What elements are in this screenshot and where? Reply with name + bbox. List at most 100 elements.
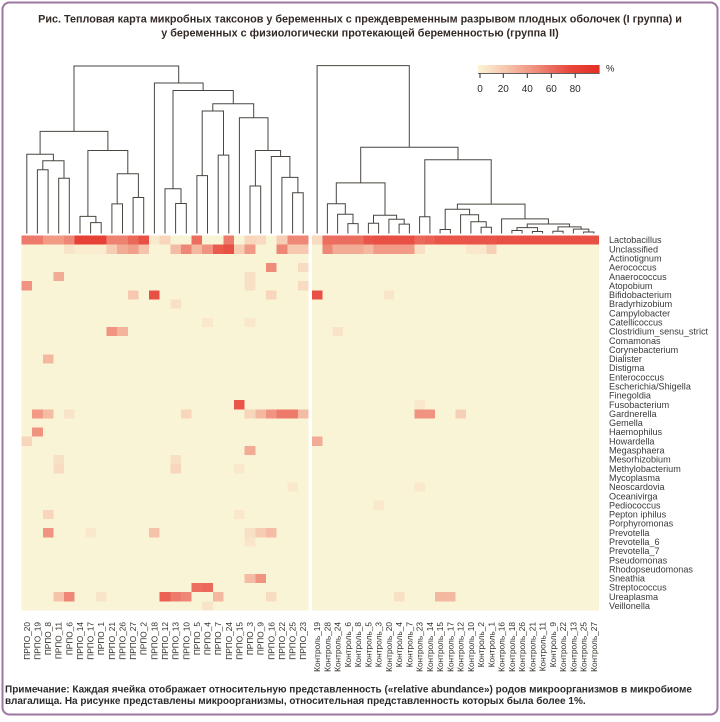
- svg-text:влагалища. На рисунке представ: влагалища. На рисунке представлены микро…: [5, 695, 586, 707]
- svg-text:Catellicoccus: Catellicoccus: [609, 318, 663, 328]
- svg-text:ПРПО_13: ПРПО_13: [171, 622, 181, 660]
- svg-text:Actinotignum: Actinotignum: [609, 254, 662, 264]
- svg-text:Campylobacter: Campylobacter: [609, 308, 670, 318]
- svg-text:Rhodopseudomonas: Rhodopseudomonas: [609, 564, 693, 574]
- svg-text:Sneathia: Sneathia: [609, 574, 646, 584]
- svg-text:Clostridium_sensu_strict: Clostridium_sensu_strict: [609, 327, 709, 337]
- svg-text:ПРПО_3: ПРПО_3: [245, 622, 255, 656]
- svg-text:Prevotella_7: Prevotella_7: [609, 546, 660, 556]
- svg-text:ПРПО_9: ПРПО_9: [256, 622, 266, 656]
- svg-text:Gemella: Gemella: [609, 418, 644, 428]
- svg-text:ПРПО_4: ПРПО_4: [203, 622, 213, 656]
- svg-text:Mesorhizobium: Mesorhizobium: [609, 455, 671, 465]
- svg-text:Контроль_15: Контроль_15: [435, 622, 445, 672]
- svg-text:Контроль_2: Контроль_2: [476, 622, 486, 668]
- svg-text:80: 80: [570, 84, 582, 95]
- svg-text:Prevotella: Prevotella: [609, 528, 650, 538]
- svg-text:Veillonella: Veillonella: [609, 601, 651, 611]
- svg-text:ПРПО_15: ПРПО_15: [234, 622, 244, 660]
- svg-text:ПРПО_27: ПРПО_27: [128, 622, 138, 660]
- svg-text:40: 40: [522, 84, 534, 95]
- svg-text:Aerococcus: Aerococcus: [609, 263, 657, 273]
- svg-text:Контроль_17: Контроль_17: [445, 622, 455, 672]
- svg-text:Контроль_3: Контроль_3: [374, 622, 384, 668]
- svg-text:ПРПО_7: ПРПО_7: [213, 622, 223, 656]
- svg-text:Контроль_21: Контроль_21: [527, 622, 537, 672]
- svg-text:ПРПО_12: ПРПО_12: [160, 622, 170, 660]
- svg-text:Finegoldia: Finegoldia: [609, 391, 652, 401]
- svg-text:Контроль_4: Контроль_4: [394, 622, 404, 668]
- svg-text:ПРПО_23: ПРПО_23: [298, 622, 308, 660]
- svg-text:Контроль_8: Контроль_8: [353, 622, 363, 668]
- svg-text:Neoscardovia: Neoscardovia: [609, 482, 666, 492]
- svg-text:Prevotella_6: Prevotella_6: [609, 537, 660, 547]
- svg-text:Bradyrhizobium: Bradyrhizobium: [609, 299, 672, 309]
- svg-text:Distigma: Distigma: [609, 363, 645, 373]
- svg-text:ПРПО_26: ПРПО_26: [118, 622, 128, 660]
- svg-text:ПРПО_20: ПРПО_20: [22, 622, 32, 660]
- svg-text:Контроль_26: Контроль_26: [517, 622, 527, 672]
- svg-text:Контроль_18: Контроль_18: [507, 622, 517, 672]
- svg-text:Pepton iphilus: Pepton iphilus: [609, 510, 667, 520]
- svg-text:Контроль_12: Контроль_12: [456, 622, 466, 672]
- svg-text:ПРПО_2: ПРПО_2: [139, 622, 149, 656]
- svg-text:Unclassified: Unclassified: [609, 244, 658, 254]
- svg-text:ПРПО_14: ПРПО_14: [75, 622, 85, 660]
- svg-text:Streptococcus: Streptococcus: [609, 583, 667, 593]
- svg-text:Контроль_28: Контроль_28: [322, 622, 332, 672]
- svg-text:Oceanivirga: Oceanivirga: [609, 491, 658, 501]
- svg-text:%: %: [606, 64, 615, 75]
- svg-text:ПРПО_16: ПРПО_16: [266, 622, 276, 660]
- svg-text:ПРПО_5: ПРПО_5: [192, 622, 202, 656]
- svg-text:ПРПО_18: ПРПО_18: [149, 622, 159, 660]
- svg-text:Контроль_25: Контроль_25: [579, 622, 589, 672]
- svg-text:Porphyromonas: Porphyromonas: [609, 519, 674, 529]
- svg-text:Megasphaera: Megasphaera: [609, 446, 666, 456]
- svg-text:Контроль_10: Контроль_10: [466, 622, 476, 672]
- svg-text:Anaerococcus: Anaerococcus: [609, 272, 667, 282]
- svg-text:ПРПО_8: ПРПО_8: [43, 622, 53, 656]
- svg-text:Контроль_27: Контроль_27: [589, 622, 599, 672]
- svg-text:Methylobacterium: Methylobacterium: [609, 464, 681, 474]
- svg-text:у беременных с физиологически: у беременных с физиологически протекающе…: [161, 28, 559, 40]
- svg-text:Контроль_5: Контроль_5: [363, 622, 373, 668]
- svg-text:Escherichia/Shigella: Escherichia/Shigella: [609, 382, 692, 392]
- svg-text:Howardella: Howardella: [609, 436, 655, 446]
- svg-text:Comamonas: Comamonas: [609, 336, 661, 346]
- svg-text:Контроль_6: Контроль_6: [343, 622, 353, 668]
- svg-text:Контроль_20: Контроль_20: [384, 622, 394, 672]
- svg-text:ПРПО_11: ПРПО_11: [54, 622, 64, 660]
- svg-text:Mycoplasma: Mycoplasma: [609, 473, 661, 483]
- svg-text:Fusobacterium: Fusobacterium: [609, 400, 669, 410]
- svg-text:Haemophilus: Haemophilus: [609, 427, 663, 437]
- svg-text:20: 20: [498, 84, 510, 95]
- svg-text:Контроль_1: Контроль_1: [486, 622, 496, 668]
- svg-text:Lactobacillus: Lactobacillus: [609, 235, 662, 245]
- svg-text:Контроль_16: Контроль_16: [497, 622, 507, 672]
- svg-text:ПРПО_17: ПРПО_17: [86, 622, 96, 660]
- svg-text:Контроль_24: Контроль_24: [333, 622, 343, 672]
- svg-text:ПРПО_25: ПРПО_25: [288, 622, 298, 660]
- svg-text:Контроль_9: Контроль_9: [548, 622, 558, 668]
- svg-text:Примечание: Каждая ячейка отоб: Примечание: Каждая ячейка отображает отн…: [5, 684, 692, 696]
- svg-text:Dialister: Dialister: [609, 354, 642, 364]
- svg-text:Контроль_14: Контроль_14: [425, 622, 435, 672]
- svg-text:Контроль_11: Контроль_11: [538, 622, 548, 672]
- svg-text:Контроль_22: Контроль_22: [558, 622, 568, 672]
- svg-text:Gardnerella: Gardnerella: [609, 409, 657, 419]
- svg-text:ПРПО_10: ПРПО_10: [181, 622, 191, 660]
- svg-text:Контроль_23: Контроль_23: [415, 622, 425, 672]
- svg-text:60: 60: [546, 84, 558, 95]
- svg-text:Контроль_19: Контроль_19: [312, 622, 322, 672]
- svg-text:Контроль_13: Контроль_13: [568, 622, 578, 672]
- svg-text:ПРПО_19: ПРПО_19: [32, 622, 42, 660]
- svg-text:Контроль_7: Контроль_7: [404, 622, 414, 668]
- svg-text:ПРПО_24: ПРПО_24: [224, 622, 234, 660]
- svg-text:Рис. Тепловая карта микробных: Рис. Тепловая карта микробных таксонов у…: [38, 14, 682, 26]
- svg-text:0: 0: [477, 84, 483, 95]
- svg-text:Corynebacterium: Corynebacterium: [609, 345, 678, 355]
- svg-text:Enterococcus: Enterococcus: [609, 372, 665, 382]
- svg-text:ПРПО_6: ПРПО_6: [64, 622, 74, 656]
- svg-text:Pseudomonas: Pseudomonas: [609, 555, 668, 565]
- svg-text:ПРПО_22: ПРПО_22: [277, 622, 287, 660]
